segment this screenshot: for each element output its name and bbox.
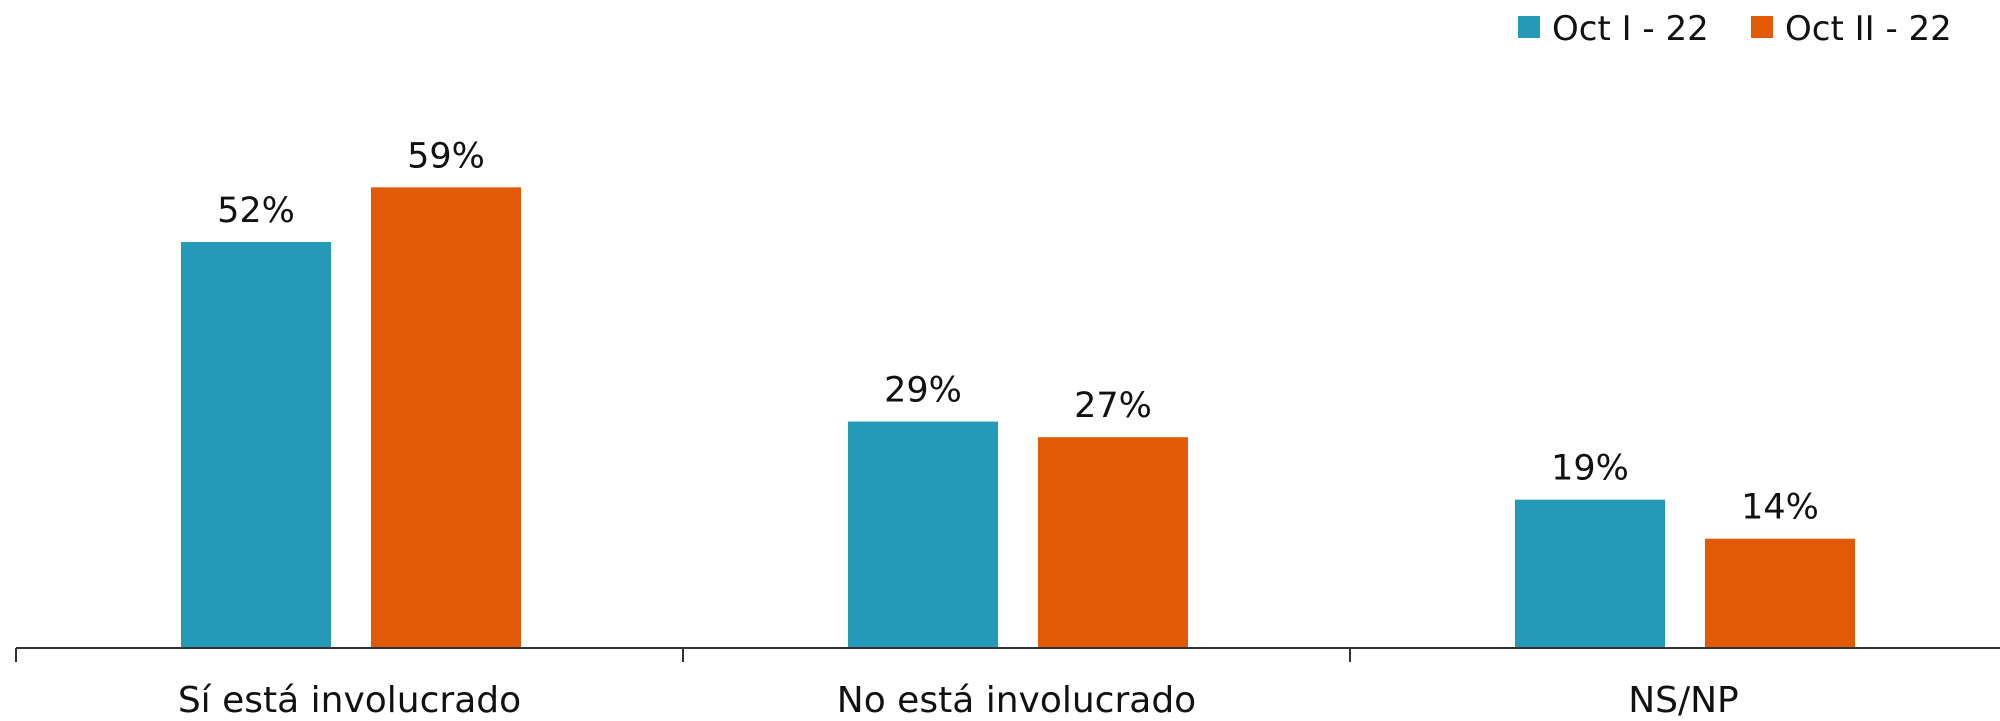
- data-label-2-1: 59%: [407, 136, 485, 176]
- data-label-2-2: 27%: [1074, 386, 1152, 426]
- bar-2-3: [1705, 538, 1855, 648]
- data-label-1-1: 52%: [217, 191, 295, 231]
- data-labels-group: 52% 59% 29% 27% 19% 14%: [217, 136, 1819, 527]
- legend: Oct I - 22 Oct II - 22: [1518, 9, 1952, 49]
- x-tick-label-2: No está involucrado: [837, 680, 1196, 721]
- x-tick-labels: Sí está involucrado No está involucrado NS…: [178, 680, 1739, 721]
- bar-2-1: [371, 187, 521, 648]
- x-tick-label-3: NS/NP: [1628, 680, 1739, 721]
- bar-1-3: [1515, 499, 1665, 648]
- data-label-2-3: 14%: [1741, 488, 1819, 528]
- x-axis: [15, 647, 2000, 662]
- legend-label-1: Oct I - 22: [1552, 9, 1709, 49]
- data-label-1-2: 29%: [884, 371, 962, 411]
- legend-swatch-1: [1518, 16, 1540, 38]
- legend-label-2: Oct II - 22: [1785, 9, 1952, 49]
- bar-1-1: [181, 242, 331, 648]
- legend-swatch-2: [1751, 16, 1773, 38]
- x-tick-label-1: Sí está involucrado: [178, 680, 521, 721]
- data-label-1-3: 19%: [1551, 449, 1629, 489]
- bar-2-2: [1038, 437, 1188, 648]
- bars-group: [181, 187, 1855, 648]
- bar-1-2: [848, 421, 998, 648]
